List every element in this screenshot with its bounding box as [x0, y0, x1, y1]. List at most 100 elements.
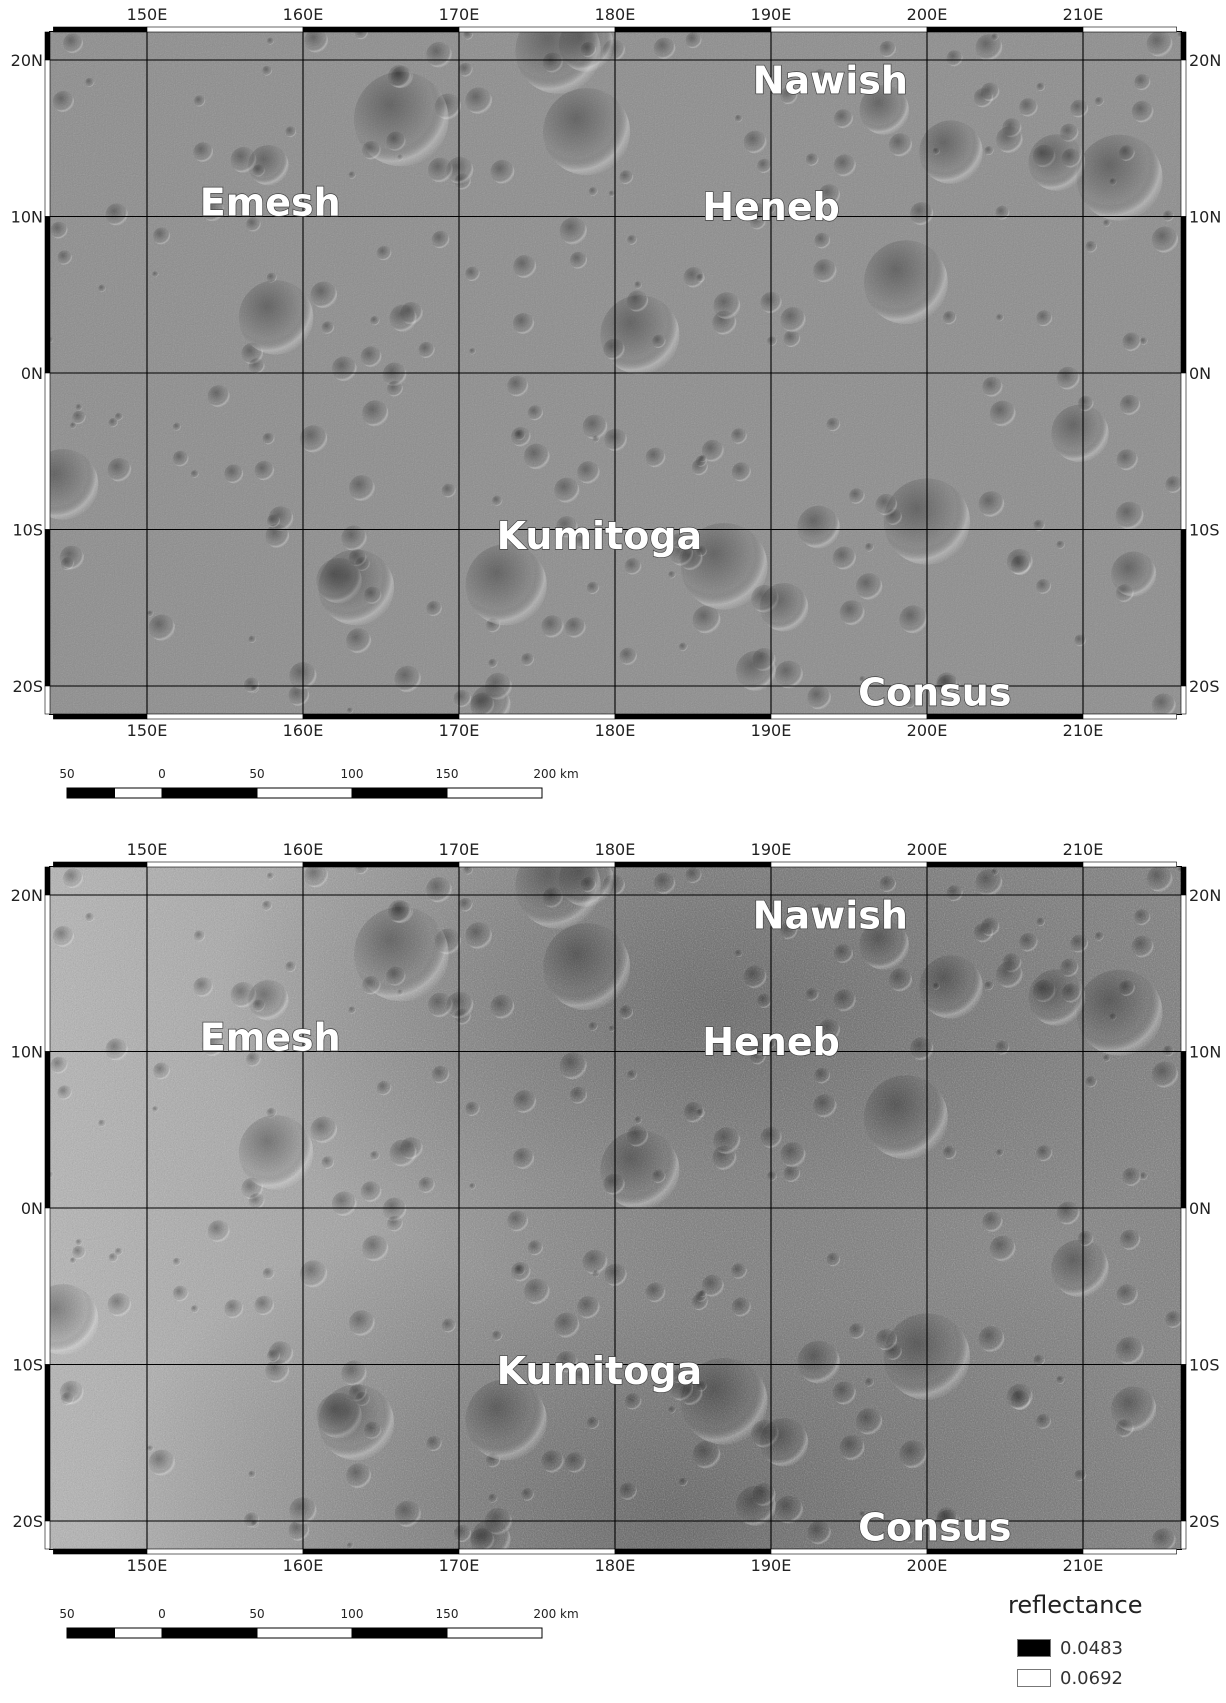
- crater: [839, 600, 865, 626]
- crater: [1122, 332, 1141, 352]
- crater: [1151, 693, 1176, 714]
- crater: [767, 336, 777, 347]
- feature-label: Kumitoga: [497, 1349, 703, 1393]
- crater: [465, 544, 547, 626]
- crater: [1177, 867, 1181, 873]
- crater: [512, 1147, 535, 1170]
- crater: [1103, 219, 1111, 227]
- crater: [465, 1379, 547, 1461]
- crater: [1051, 1239, 1109, 1298]
- crater: [575, 535, 589, 548]
- crater: [780, 921, 798, 940]
- crater: [426, 600, 442, 617]
- scale-label: 200 km: [533, 1607, 578, 1621]
- crater: [634, 1116, 642, 1124]
- lon-tick-label: 210E: [1063, 840, 1104, 859]
- crater: [346, 1463, 372, 1489]
- crater: [734, 114, 743, 123]
- crater: [57, 250, 72, 265]
- crater: [671, 1368, 687, 1384]
- crater: [153, 1062, 171, 1080]
- legend-swatch-max: [1017, 1669, 1051, 1687]
- crater: [1070, 99, 1089, 118]
- crater: [360, 1181, 382, 1203]
- crater: [619, 647, 637, 665]
- lat-tick-label: 10N: [11, 208, 43, 227]
- crater: [387, 380, 403, 397]
- crater: [148, 614, 175, 641]
- crater: [1146, 32, 1173, 57]
- crater: [668, 571, 676, 579]
- crater: [426, 42, 452, 68]
- scale-segment: [114, 787, 163, 799]
- crater: [834, 109, 853, 129]
- crater: [98, 284, 106, 293]
- crater: [426, 1435, 442, 1452]
- crater: [608, 1025, 616, 1032]
- crater: [735, 1485, 776, 1526]
- crater: [833, 989, 856, 1012]
- crater: [645, 447, 666, 468]
- crater: [541, 615, 564, 638]
- scale-label: 0: [158, 1607, 166, 1621]
- map-frame: [44, 861, 1187, 1555]
- graticule: [50, 32, 1181, 714]
- crater: [805, 153, 819, 166]
- crater: [1115, 1336, 1144, 1365]
- crater: [147, 1445, 154, 1452]
- crater: [492, 1330, 503, 1341]
- crater: [148, 1449, 175, 1476]
- crater: [919, 120, 983, 184]
- lat-tick-label: 20N: [11, 886, 43, 905]
- feature-label: Heneb: [702, 185, 840, 229]
- crater: [1119, 145, 1135, 162]
- crater: [996, 314, 1004, 322]
- crater: [458, 897, 473, 912]
- crater: [713, 292, 741, 320]
- crater: [586, 581, 600, 595]
- lat-tick-label: 20N: [11, 51, 43, 70]
- crater: [814, 232, 831, 249]
- crater: [582, 1249, 608, 1275]
- graticule: [50, 867, 1181, 1549]
- crater: [814, 1067, 831, 1084]
- lat-tick-label: 0N: [21, 1199, 43, 1218]
- crater: [978, 491, 1005, 517]
- crater: [984, 981, 994, 991]
- crater: [859, 676, 866, 683]
- crater: [1056, 1375, 1065, 1385]
- crater: [173, 422, 181, 431]
- crater: [554, 1312, 580, 1338]
- crater: [826, 417, 841, 432]
- crater: [759, 1418, 809, 1467]
- crater: [310, 281, 338, 309]
- crater: [946, 885, 963, 902]
- lat-tick-label: 0N: [21, 364, 43, 383]
- crater: [1151, 226, 1179, 253]
- feature-label: Consus: [858, 670, 1011, 714]
- crater: [582, 414, 608, 440]
- map-svg-bottom: 150E 150E 160E 160E 170E 170E 180E 180E 190E 190E…: [11, 840, 1222, 1575]
- crater: [797, 1340, 840, 1384]
- crater: [98, 1119, 106, 1128]
- crater: [490, 994, 515, 1019]
- crater: [469, 1183, 476, 1190]
- crater: [207, 1220, 230, 1243]
- crater: [446, 991, 474, 1019]
- crater: [713, 1127, 741, 1155]
- lat-tick-label: 10S: [1189, 521, 1220, 540]
- crater: [1116, 1284, 1138, 1306]
- crater: [1094, 96, 1104, 106]
- crater: [224, 464, 244, 484]
- feature-label: Nawish: [753, 58, 908, 102]
- crater: [834, 944, 853, 964]
- crater: [627, 1070, 637, 1080]
- crater: [735, 650, 776, 691]
- crater: [511, 1262, 531, 1282]
- crater: [285, 126, 297, 138]
- lon-tick-label: 150E: [127, 1556, 168, 1575]
- crater: [592, 1270, 600, 1278]
- crater: [267, 872, 275, 880]
- crater: [114, 412, 123, 421]
- crater: [1028, 134, 1086, 191]
